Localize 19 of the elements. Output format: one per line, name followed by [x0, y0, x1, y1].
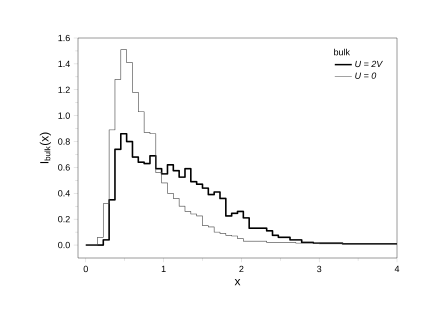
y-tick-label: 0.8 — [58, 138, 70, 145]
y-tick-label: 1.6 — [58, 34, 70, 42]
legend-title: bulk — [334, 48, 350, 56]
y-tick-label: 0.0 — [58, 242, 70, 248]
y-tick-label: 1.2 — [58, 86, 70, 93]
y-tick-label: 1.0 — [58, 112, 70, 119]
y-tick-label: 0.2 — [58, 216, 70, 222]
x-tick-label: 1 — [162, 266, 166, 272]
legend-label: U = 2V — [355, 60, 383, 68]
y-axis-title: I$_{bulk}$(x) — [40, 132, 51, 164]
x-axis-title: x — [234, 278, 240, 286]
x-tick-label: 0 — [84, 266, 88, 272]
y-tick-label: 0.4 — [58, 190, 70, 196]
x-tick-label: 4 — [394, 266, 400, 272]
y-tick-label: 1.4 — [58, 60, 70, 67]
legend-label: U = 0 — [355, 72, 376, 79]
x-tick-label: 3 — [317, 266, 322, 272]
x-tick-label: 2 — [239, 266, 244, 272]
y-tick-label: 0.6 — [58, 164, 70, 171]
